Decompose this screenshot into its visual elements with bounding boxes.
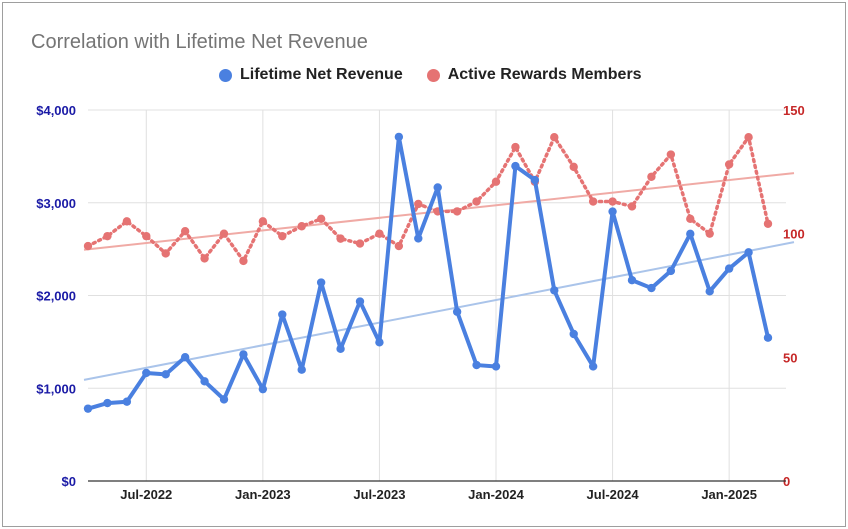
legend-item-revenue[interactable]: Lifetime Net Revenue	[219, 66, 403, 84]
data-point-revenue	[122, 397, 132, 406]
data-point-members	[666, 150, 676, 159]
data-point-members	[588, 197, 598, 206]
data-point-revenue	[414, 234, 423, 243]
data-point-revenue	[724, 264, 734, 273]
data-point-revenue	[686, 229, 695, 239]
data-point-members	[219, 229, 229, 238]
data-point-members	[414, 199, 423, 209]
y-right-tick-label: 150	[783, 103, 805, 118]
data-point-revenue	[550, 286, 559, 295]
data-point-members	[686, 214, 695, 224]
data-point-members	[200, 254, 209, 263]
data-point-revenue	[336, 344, 345, 354]
legend-marker-revenue	[219, 68, 232, 82]
data-point-members	[278, 231, 287, 241]
data-point-revenue	[491, 362, 501, 371]
x-tick-label: Jan-2025	[701, 487, 757, 502]
data-point-revenue	[200, 377, 209, 386]
data-point-revenue	[355, 297, 365, 306]
data-point-revenue	[161, 370, 170, 379]
y-right-tick-label: 0	[783, 474, 790, 489]
data-point-revenue	[763, 333, 773, 342]
x-tick-label: Jul-2023	[353, 487, 405, 502]
data-point-revenue	[452, 307, 462, 316]
legend-marker-members	[426, 68, 440, 82]
data-point-members	[103, 231, 112, 241]
data-point-members	[258, 217, 268, 226]
data-point-members	[180, 226, 190, 236]
data-point-members	[336, 234, 345, 243]
data-point-revenue	[433, 183, 442, 192]
data-point-revenue	[83, 404, 93, 413]
y-right-tick-label: 100	[783, 227, 805, 242]
y-left-tick-label: $3,000	[36, 196, 76, 211]
data-point-revenue	[103, 398, 112, 408]
data-point-revenue	[627, 275, 637, 285]
data-point-members	[550, 133, 559, 142]
data-point-members	[452, 207, 462, 216]
data-point-members	[724, 160, 734, 169]
data-point-members	[297, 222, 306, 231]
data-point-revenue	[511, 161, 520, 171]
data-point-revenue	[219, 395, 229, 404]
trendline-revenue	[83, 241, 795, 381]
x-tick-label: Jul-2022	[120, 487, 172, 502]
data-point-revenue	[375, 338, 384, 347]
data-point-revenue	[744, 248, 753, 257]
series-line-revenue	[86, 134, 770, 411]
data-point-revenue	[394, 132, 404, 142]
data-point-revenue	[297, 365, 306, 374]
y-left-tick-label: $2,000	[36, 289, 76, 304]
data-point-members	[511, 142, 520, 152]
data-point-members	[763, 219, 773, 228]
data-point-members	[142, 231, 151, 241]
data-point-members	[316, 214, 326, 224]
data-point-members	[608, 197, 617, 206]
chart-title: Correlation with Lifetime Net Revenue	[31, 31, 368, 53]
data-point-members	[122, 217, 132, 226]
y-left-tick-label: $0	[62, 474, 76, 489]
data-point-revenue	[316, 278, 326, 287]
data-point-members	[705, 229, 714, 238]
data-point-revenue	[142, 368, 151, 378]
data-point-members	[355, 239, 365, 248]
data-point-members	[239, 256, 248, 266]
data-point-revenue	[258, 384, 268, 394]
data-point-members	[394, 241, 404, 251]
legend-item-members[interactable]: Active Rewards Members	[426, 66, 642, 84]
data-point-revenue	[705, 287, 714, 296]
data-point-revenue	[569, 329, 578, 339]
y-left-tick-label: $4,000	[36, 103, 76, 118]
data-point-revenue	[472, 360, 481, 370]
data-point-members	[491, 177, 501, 186]
data-point-revenue	[530, 175, 540, 185]
data-point-members	[744, 133, 753, 142]
data-point-members	[472, 197, 481, 206]
y-left-tick-label: $1,000	[36, 381, 76, 396]
data-point-members	[627, 202, 637, 211]
data-point-revenue	[666, 266, 676, 276]
data-point-members	[375, 229, 384, 238]
data-point-revenue	[278, 310, 287, 319]
data-point-revenue	[647, 283, 656, 293]
legend-label-revenue: Lifetime Net Revenue	[240, 66, 403, 83]
data-point-revenue	[239, 350, 248, 359]
data-point-members	[161, 249, 170, 258]
data-point-revenue	[588, 362, 598, 371]
y-right-tick-label: 50	[783, 350, 797, 365]
data-point-members	[83, 241, 93, 251]
data-point-revenue	[180, 352, 190, 362]
data-point-revenue	[608, 207, 617, 216]
x-tick-label: Jan-2024	[468, 487, 524, 502]
data-point-members	[647, 172, 656, 181]
legend-label-members: Active Rewards Members	[447, 66, 642, 83]
data-point-members	[569, 162, 578, 172]
chart-legend: Lifetime Net Revenue Active Rewards Memb…	[219, 66, 642, 84]
x-tick-label: Jan-2023	[235, 487, 291, 502]
x-tick-label: Jul-2024	[587, 487, 640, 502]
series-line-members	[86, 135, 770, 263]
